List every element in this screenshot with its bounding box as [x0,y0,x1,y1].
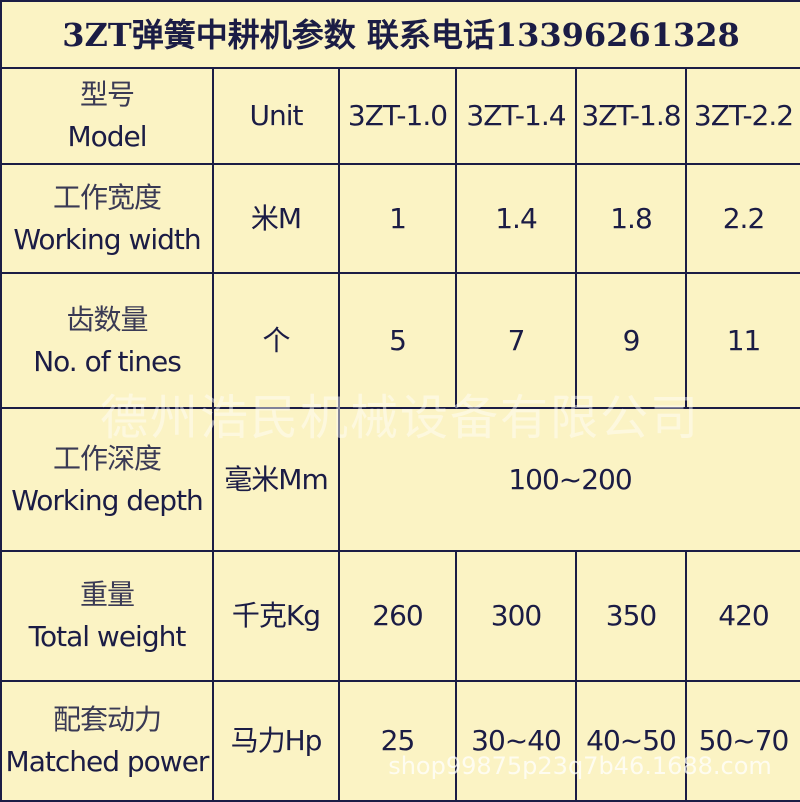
table-row: 工作宽度 Working width 米M 1 1.4 1.8 2.2 [0,163,800,274]
table-row: 齿数量 No. of tines 个 5 7 9 11 [0,272,800,409]
unit-cell: 千克Kg [212,550,340,682]
label-en: Total weight [28,620,187,653]
label-cn: 工作宽度 [52,180,162,214]
unit-cell: 个 [212,272,340,409]
model-cell: 3ZT-1.8 [575,67,687,165]
label-en: Working width [13,222,201,256]
row-label: 重量 Total weight [0,550,214,682]
unit-header: Unit [212,67,340,165]
value-cell: 25 [338,680,457,802]
value-cell: 420 [684,550,800,682]
value-cell: 9 [575,272,687,409]
value-cell: 1.8 [575,163,687,274]
row-label: 配套动力 Matched power [0,680,214,802]
unit-cell: 毫米Mm [212,407,340,552]
label-en: Matched power [5,745,210,778]
table-row: 配套动力 Matched power 马力Hp 25 30~40 40~50 50… [0,680,800,802]
value-cell: 30~40 [455,680,577,802]
value-cell: 1.4 [455,163,577,274]
model-cell: 3ZT-1.4 [455,67,577,165]
value-cell: 5 [338,272,457,409]
label-en: No. of tines [33,344,182,378]
table-row: 工作深度 Working depth 毫米Mm 100~200 [0,407,800,552]
value-cell: 1 [338,163,457,274]
label-cn: 齿数量 [66,302,148,336]
merged-value-cell: 100~200 [337,407,800,552]
model-cell: 3ZT-1.0 [338,67,457,165]
row-label: 工作宽度 Working width [0,163,214,274]
label-en: Model [67,120,147,153]
value-cell: 7 [455,272,577,409]
label-cn: 配套动力 [52,703,162,736]
unit-cell: 米M [212,163,340,274]
row-label: 型号 Model [0,67,214,165]
label-cn: 工作深度 [52,441,162,475]
value-cell: 40~50 [575,680,687,802]
header-row: 型号 Model Unit 3ZT-1.0 3ZT-1.4 3ZT-1.8 3ZT… [0,67,800,165]
model-cell: 3ZT-2.2 [684,67,800,165]
row-label: 齿数量 No. of tines [0,272,214,409]
value-cell: 11 [684,272,800,409]
value-cell: 2.2 [684,163,800,274]
value-cell: 50~70 [684,680,800,802]
value-cell: 300 [455,550,577,682]
row-label: 工作深度 Working depth [0,407,214,552]
table-title: 3ZT弹簧中耕机参数 联系电话13396261328 [0,0,800,69]
value-cell: 350 [575,550,687,682]
label-en: Working depth [11,483,204,517]
value-cell: 260 [338,550,457,682]
table-row: 重量 Total weight 千克Kg 260 300 350 420 [0,550,800,682]
unit-cell: 马力Hp [212,680,340,802]
label-cn: 重量 [79,578,135,611]
label-cn: 型号 [79,78,135,111]
